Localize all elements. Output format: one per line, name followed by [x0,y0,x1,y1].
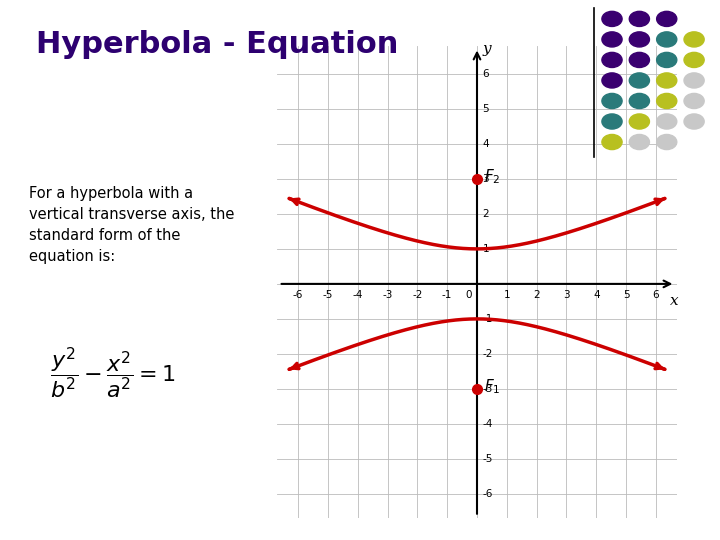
Text: y: y [482,42,491,56]
Text: 0: 0 [465,290,472,300]
Text: x: x [670,294,679,308]
Text: 4: 4 [593,290,600,300]
Text: 4: 4 [482,139,489,149]
Text: -3: -3 [382,290,392,300]
Text: -3: -3 [482,384,492,394]
Text: 6: 6 [652,290,660,300]
Text: 1: 1 [482,244,489,254]
Text: -1: -1 [482,314,492,324]
Text: 3: 3 [563,290,570,300]
Text: -6: -6 [293,290,303,300]
Text: $F_2$: $F_2$ [484,168,500,186]
Text: $F_1$: $F_1$ [484,378,500,396]
Text: 1: 1 [503,290,510,300]
Text: -5: -5 [323,290,333,300]
Text: 3: 3 [482,174,489,184]
Text: -5: -5 [482,454,492,464]
Text: $\dfrac{y^2}{b^2} - \dfrac{x^2}{a^2} = 1$: $\dfrac{y^2}{b^2} - \dfrac{x^2}{a^2} = 1… [50,346,176,401]
Text: -1: -1 [442,290,452,300]
Text: 5: 5 [623,290,629,300]
Text: -4: -4 [353,290,363,300]
Text: -2: -2 [412,290,423,300]
Text: 5: 5 [482,104,489,114]
Text: 2: 2 [482,209,489,219]
Text: -4: -4 [482,419,492,429]
Text: -2: -2 [482,349,492,359]
Text: 6: 6 [482,69,489,79]
Text: For a hyperbola with a
vertical transverse axis, the
standard form of the
equati: For a hyperbola with a vertical transver… [29,186,234,264]
Text: 2: 2 [534,290,540,300]
Text: -6: -6 [482,489,492,499]
Text: Hyperbola - Equation: Hyperbola - Equation [36,30,398,59]
